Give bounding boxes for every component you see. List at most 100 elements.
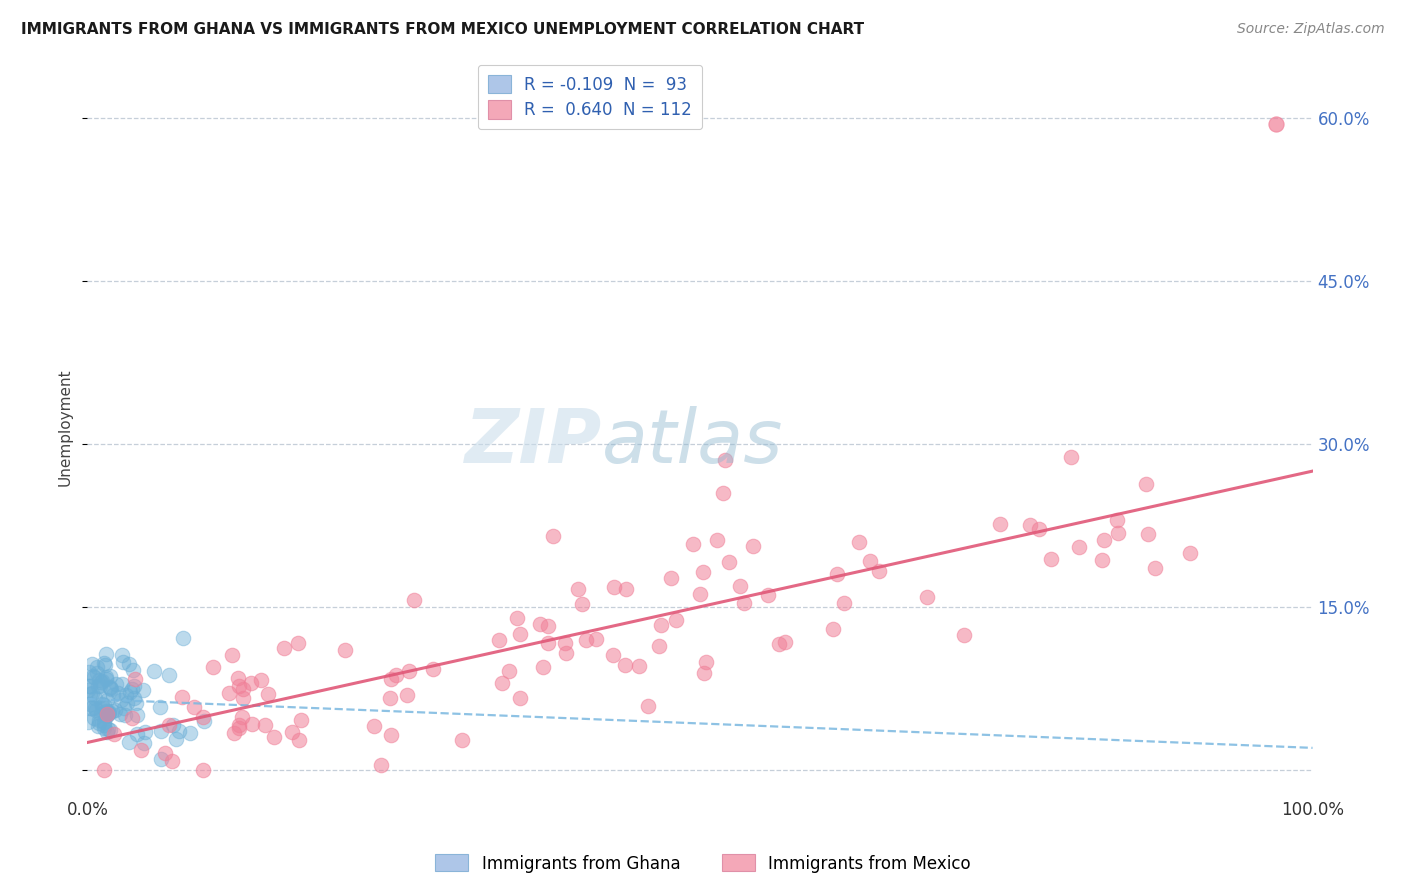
Point	[682, 537, 704, 551]
Point	[150, 752, 173, 766]
Point	[162, 718, 184, 732]
Point	[404, 593, 426, 607]
Point	[79, 701, 101, 715]
Point	[692, 666, 714, 681]
Point	[537, 618, 560, 632]
Point	[110, 692, 132, 706]
Point	[1019, 517, 1042, 532]
Point	[118, 735, 141, 749]
Point	[112, 701, 135, 715]
Point	[96, 692, 118, 706]
Point	[79, 697, 101, 711]
Point	[121, 711, 143, 725]
Point	[172, 631, 194, 645]
Point	[153, 746, 176, 760]
Point	[290, 713, 312, 727]
Point	[689, 587, 711, 601]
Point	[650, 618, 672, 632]
Point	[821, 622, 844, 636]
Point	[98, 723, 121, 737]
Point	[491, 676, 513, 690]
Point	[111, 677, 134, 691]
Point	[988, 517, 1011, 532]
Point	[1067, 541, 1090, 555]
Point	[773, 634, 796, 648]
Point	[1091, 553, 1114, 567]
Point	[713, 453, 735, 467]
Point	[107, 686, 129, 700]
Point	[97, 706, 120, 720]
Point	[77, 665, 100, 679]
Point	[226, 671, 249, 685]
Point	[179, 726, 201, 740]
Point	[240, 716, 263, 731]
Point	[93, 718, 115, 732]
Point	[706, 533, 728, 547]
Point	[232, 681, 254, 696]
Point	[165, 731, 187, 746]
Point	[90, 707, 112, 722]
Point	[451, 733, 474, 747]
Point	[263, 731, 285, 745]
Point	[143, 664, 166, 678]
Point	[1107, 525, 1129, 540]
Point	[193, 714, 215, 729]
Point	[87, 673, 110, 687]
Point	[114, 708, 136, 723]
Point	[86, 665, 108, 680]
Point	[384, 668, 406, 682]
Point	[506, 611, 529, 625]
Point	[134, 725, 156, 739]
Point	[157, 718, 180, 732]
Point	[129, 743, 152, 757]
Point	[1039, 552, 1062, 566]
Point	[571, 597, 593, 611]
Point	[162, 755, 184, 769]
Point	[132, 735, 155, 749]
Point	[627, 658, 650, 673]
Point	[149, 700, 172, 714]
Point	[96, 707, 118, 722]
Point	[695, 656, 717, 670]
Point	[96, 705, 118, 719]
Point	[380, 672, 402, 686]
Point	[529, 616, 551, 631]
Point	[398, 664, 420, 678]
Legend: R = -0.109  N =  93, R =  0.640  N = 112: R = -0.109 N = 93, R = 0.640 N = 112	[478, 65, 702, 129]
Point	[768, 637, 790, 651]
Point	[84, 700, 107, 714]
Point	[86, 660, 108, 674]
Point	[257, 687, 280, 701]
Point	[93, 722, 115, 736]
Point	[509, 627, 531, 641]
Point	[101, 704, 124, 718]
Point	[273, 640, 295, 655]
Point	[122, 691, 145, 706]
Point	[96, 705, 118, 719]
Point	[80, 685, 103, 699]
Point	[665, 613, 688, 627]
Point	[191, 710, 214, 724]
Point	[96, 725, 118, 739]
Point	[97, 705, 120, 719]
Point	[659, 571, 682, 585]
Point	[488, 632, 510, 647]
Point	[253, 718, 276, 732]
Point	[98, 681, 121, 696]
Point	[827, 566, 849, 581]
Point	[93, 714, 115, 729]
Y-axis label: Unemployment: Unemployment	[58, 369, 72, 486]
Point	[1092, 533, 1115, 547]
Point	[718, 555, 741, 569]
Point	[858, 553, 880, 567]
Point	[132, 682, 155, 697]
Point	[498, 665, 520, 679]
Point	[91, 673, 114, 688]
Text: IMMIGRANTS FROM GHANA VS IMMIGRANTS FROM MEXICO UNEMPLOYMENT CORRELATION CHART: IMMIGRANTS FROM GHANA VS IMMIGRANTS FROM…	[21, 22, 865, 37]
Point	[1178, 546, 1201, 560]
Point	[122, 663, 145, 677]
Point	[637, 698, 659, 713]
Point	[1264, 117, 1286, 131]
Point	[1028, 522, 1050, 536]
Point	[555, 646, 578, 660]
